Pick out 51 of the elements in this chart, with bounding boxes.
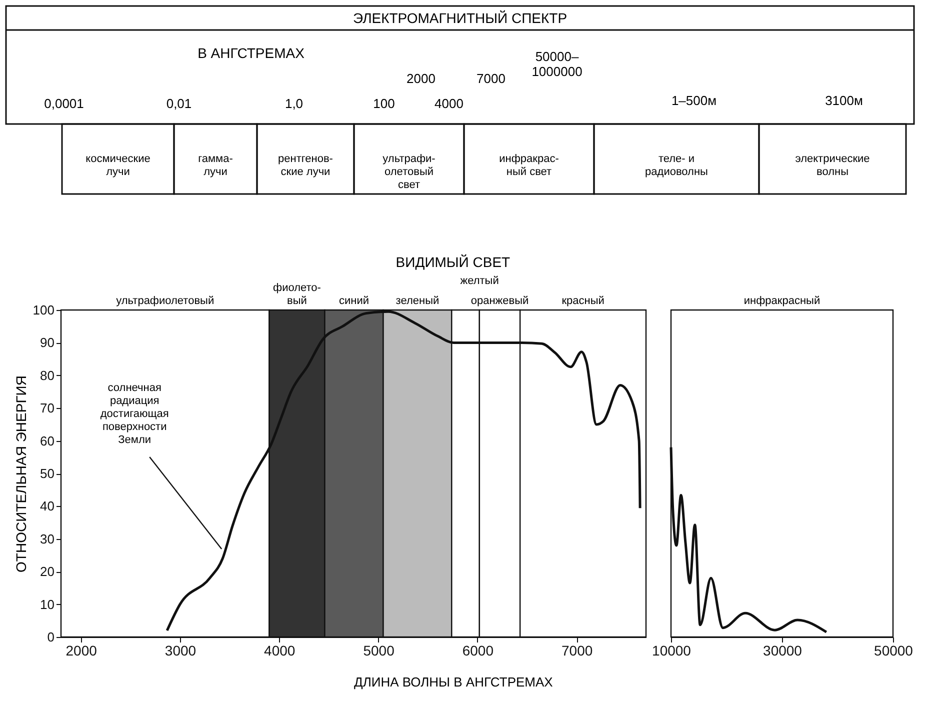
category-label: электрические волны: [795, 153, 870, 178]
band-label: красный: [562, 295, 604, 307]
text: 3100м: [825, 93, 863, 108]
y-tick-label: 50: [40, 466, 54, 481]
text: 1,0: [284, 96, 304, 111]
text: 100: [373, 96, 395, 111]
y-tick-label: 40: [40, 498, 54, 514]
y-tick-label: 100: [32, 302, 54, 318]
text: 4000: [434, 96, 464, 111]
band-label: ультрафиолетовый: [116, 295, 214, 307]
category-label: рентгенов- ские лучи: [278, 153, 334, 178]
x-tick-label: 50000: [874, 642, 914, 658]
text: ВИДИМЫЙ СВЕТ: [396, 254, 511, 270]
text: 0,0001: [44, 96, 84, 111]
text: 7000: [476, 71, 506, 86]
x-tick-label: 4000: [264, 642, 296, 658]
y-axis-title: ОТНОСИТЕЛЬНАЯ ЭНЕРГИЯ: [12, 376, 29, 572]
x-tick-label: 30000: [763, 642, 802, 658]
category-label: ультрафи- олетовый свет: [382, 153, 436, 191]
band-label: желтый: [460, 275, 499, 287]
y-tick-label: 0: [47, 630, 54, 644]
text: 2000: [406, 71, 436, 86]
band-label: инфракрасный: [744, 295, 820, 307]
text: В АНГСТРЕМАХ: [198, 45, 306, 61]
y-tick-label: 80: [40, 368, 54, 383]
y-tick-label: 10: [40, 596, 54, 612]
x-tick-label: 7000: [562, 642, 593, 658]
category-label: гамма- лучи: [198, 153, 234, 178]
y-tick-label: 20: [40, 564, 54, 580]
text: 0,01: [166, 96, 192, 111]
y-tick-label: 60: [40, 433, 54, 448]
band-label: синий: [338, 295, 370, 307]
y-tick-label: 70: [40, 400, 54, 416]
category-label: инфракрас- ный свет: [499, 153, 560, 178]
y-tick-label: 90: [40, 335, 54, 350]
x-tick-label: 2000: [66, 642, 98, 658]
text: 1–500м: [671, 93, 717, 108]
band-label: фиолето- вый: [273, 282, 322, 307]
x-tick-label: 3000: [164, 642, 196, 658]
category-label: космические лучи: [86, 153, 150, 178]
x-axis-title: ДЛИНА ВОЛНЫ В АНГСТРЕМАХ: [354, 674, 554, 690]
y-tick-label: 30: [40, 531, 54, 546]
text: 50000– 1000000: [532, 49, 582, 79]
x-tick-label: 6000: [462, 642, 494, 658]
annotation: солнечная радиация достигающая поверхности Земли: [100, 382, 169, 446]
x-tick-label: 5000: [363, 642, 395, 658]
band-label: зеленый: [396, 295, 440, 307]
text: ЭЛЕКТРОМАГНИТНЫЙ СПЕКТР: [352, 10, 568, 26]
band-label: оранжевый: [470, 295, 529, 307]
category-label: теле- и радиоволны: [645, 153, 708, 178]
x-tick-label: 10000: [652, 642, 692, 658]
